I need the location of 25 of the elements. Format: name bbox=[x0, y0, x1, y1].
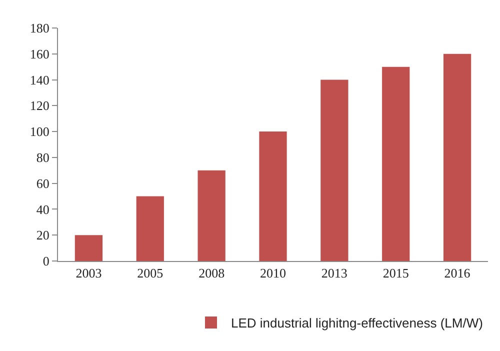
y-tick-label: 40 bbox=[36, 202, 50, 217]
y-tick-label: 100 bbox=[30, 124, 50, 140]
x-tick-label: 2015 bbox=[382, 266, 409, 281]
x-tick-label: 2008 bbox=[198, 266, 225, 281]
x-tick-label: 2016 bbox=[444, 266, 471, 281]
bar bbox=[136, 196, 164, 261]
x-tick-label: 2010 bbox=[260, 266, 286, 281]
y-tick-label: 20 bbox=[36, 228, 50, 243]
y-tick-label: 60 bbox=[36, 176, 50, 191]
bar bbox=[320, 80, 348, 261]
bar bbox=[74, 235, 103, 261]
bar bbox=[198, 170, 226, 261]
y-tick-label: 80 bbox=[36, 150, 50, 165]
y-tick-label: 160 bbox=[30, 46, 50, 62]
x-tick-label: 2005 bbox=[137, 266, 164, 281]
x-tick-label: 2013 bbox=[321, 266, 348, 281]
bar bbox=[443, 54, 472, 261]
bar bbox=[259, 132, 287, 261]
bar bbox=[382, 66, 410, 261]
x-tick-label: 2003 bbox=[76, 266, 102, 281]
y-tick-label: 0 bbox=[42, 254, 50, 269]
legend-label: LED industrial lighitng-effectiveness (LM/W) bbox=[231, 316, 483, 331]
y-tick-label: 180 bbox=[30, 20, 50, 36]
y-tick-label: 120 bbox=[30, 98, 50, 114]
y-tick-label: 140 bbox=[30, 72, 50, 88]
